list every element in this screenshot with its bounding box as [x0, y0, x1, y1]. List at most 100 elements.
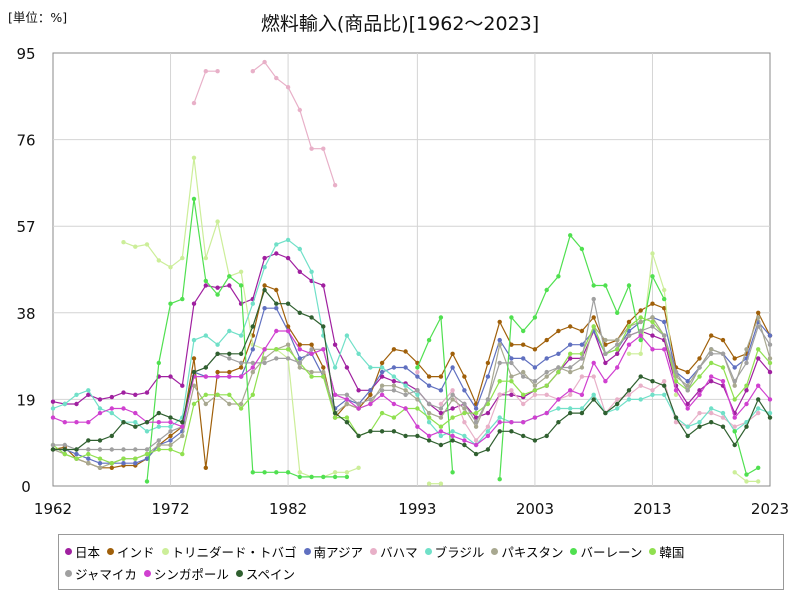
data-point: [133, 420, 138, 425]
data-point: [309, 315, 314, 320]
data-point: [426, 374, 432, 379]
data-point: [133, 244, 138, 249]
data-point: [168, 301, 173, 306]
data-point: [462, 401, 467, 407]
data-point: [603, 351, 608, 356]
data-point: [262, 347, 267, 352]
x-tick-label: 1993: [398, 500, 436, 518]
data-point: [544, 392, 549, 397]
data-point: [121, 420, 126, 425]
data-point: [415, 374, 420, 379]
data-point: [74, 447, 79, 452]
legend-item: ジャマイカ: [65, 564, 137, 583]
data-point: [285, 255, 291, 261]
data-point: [685, 424, 690, 429]
data-point: [109, 406, 115, 411]
data-point: [568, 342, 573, 347]
data-point: [426, 401, 432, 407]
data-point: [332, 474, 338, 480]
data-point: [262, 265, 267, 270]
data-point: [238, 360, 244, 366]
data-point: [274, 251, 279, 256]
data-point: [321, 474, 326, 480]
data-point: [309, 146, 314, 151]
legend-label: シンガポール: [153, 566, 229, 582]
data-point: [638, 319, 643, 325]
legend-marker: [143, 569, 151, 577]
data-point: [473, 442, 479, 448]
data-point: [626, 283, 632, 288]
data-point: [332, 470, 338, 475]
data-point: [521, 420, 526, 425]
data-point: [720, 365, 726, 370]
data-point: [685, 379, 690, 384]
data-point: [626, 351, 632, 356]
data-point: [638, 374, 643, 379]
data-point: [697, 392, 702, 397]
data-point: [344, 365, 350, 370]
data-point: [191, 369, 197, 375]
data-point: [133, 424, 138, 429]
data-point: [568, 351, 573, 356]
data-point: [485, 360, 491, 366]
data-point: [615, 342, 620, 347]
data-point: [438, 429, 444, 434]
data-point: [650, 319, 655, 325]
data-point: [86, 420, 91, 425]
data-point: [133, 447, 138, 452]
data-point: [344, 474, 350, 480]
data-point: [603, 410, 608, 416]
data-point: [532, 365, 538, 370]
data-point: [709, 420, 714, 425]
data-point: [191, 100, 197, 106]
data-point: [568, 369, 573, 375]
legend-label: インド: [117, 544, 155, 560]
data-point: [438, 433, 444, 439]
data-point: [756, 356, 761, 361]
data-point: [180, 255, 185, 261]
data-point: [144, 451, 150, 457]
data-point: [650, 392, 655, 397]
data-point: [62, 442, 67, 448]
data-point: [321, 374, 326, 379]
series-9: [50, 315, 773, 466]
data-point: [756, 410, 761, 416]
data-point: [720, 424, 726, 429]
data-point: [556, 420, 561, 425]
data-point: [356, 433, 361, 439]
data-point: [344, 333, 350, 338]
data-point: [450, 429, 455, 434]
data-point: [168, 442, 173, 448]
data-point: [473, 424, 479, 429]
x-tick-label: 2023: [751, 500, 789, 518]
data-point: [86, 447, 91, 452]
data-point: [321, 365, 326, 370]
data-point: [191, 196, 197, 202]
data-point: [321, 347, 326, 352]
data-point: [426, 438, 432, 443]
data-point: [626, 319, 632, 325]
data-point: [485, 433, 491, 439]
data-point: [509, 356, 514, 361]
data-point: [379, 360, 385, 366]
data-point: [191, 301, 197, 306]
data-point: [415, 365, 420, 370]
data-point: [662, 347, 667, 352]
data-point: [203, 278, 208, 284]
data-point: [379, 365, 385, 370]
data-point: [309, 347, 314, 352]
data-point: [732, 365, 737, 370]
data-point: [144, 456, 150, 461]
data-point: [180, 420, 185, 425]
data-point: [591, 397, 596, 402]
legend-item: スペイン: [235, 564, 295, 583]
data-point: [97, 438, 103, 443]
data-point: [168, 420, 173, 425]
data-point: [732, 397, 737, 402]
data-point: [403, 406, 408, 411]
data-point: [227, 283, 232, 288]
data-point: [262, 306, 267, 311]
data-point: [579, 356, 585, 361]
data-point: [568, 388, 573, 393]
data-point: [732, 415, 737, 420]
